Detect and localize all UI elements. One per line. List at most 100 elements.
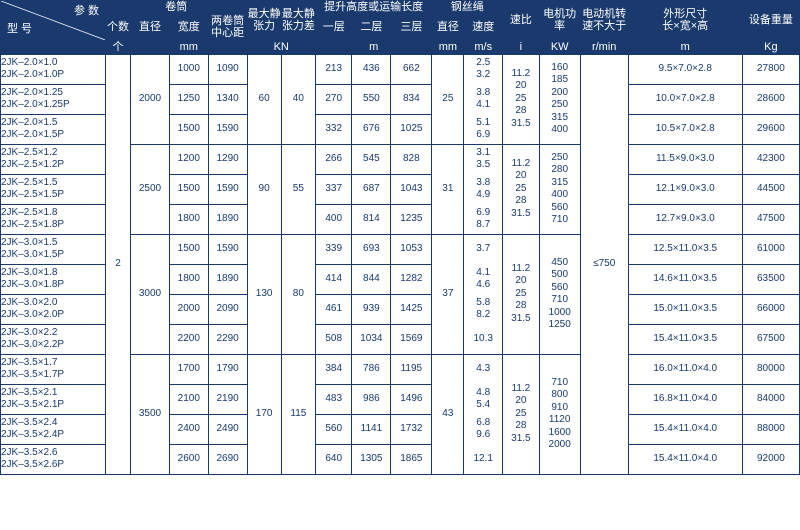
dia-cell: 3000 bbox=[131, 234, 170, 354]
dia-cell: 3500 bbox=[131, 354, 170, 474]
hdr-l2: 二层 bbox=[352, 14, 391, 40]
l1-cell: 400 bbox=[315, 204, 352, 234]
l1-cell: 483 bbox=[315, 384, 352, 414]
weight-cell: 47500 bbox=[742, 204, 799, 234]
speed-cell: 5.16.9 bbox=[464, 114, 503, 144]
hdr-rspd: 速度 bbox=[464, 14, 503, 40]
qty-cell: 2 bbox=[106, 54, 131, 474]
model-cell: 2JK–3.5×1.72JK–3.5×1.7P bbox=[1, 354, 106, 384]
table-header: 参 数 型 号 卷筒 最大静张力 最大静张力差 提升高度或运输长度 钢丝绳 速比… bbox=[1, 1, 800, 55]
weight-cell: 27800 bbox=[742, 54, 799, 84]
u-i: i bbox=[503, 40, 540, 54]
l1-cell: 337 bbox=[315, 174, 352, 204]
rdia-cell: 37 bbox=[432, 234, 464, 354]
speed-cell: 6.89.6 bbox=[464, 414, 503, 444]
l3-cell: 1496 bbox=[391, 384, 432, 414]
power-cell: 710800910112016002000 bbox=[539, 354, 580, 474]
l1-cell: 270 bbox=[315, 84, 352, 114]
size-cell: 15.4×11.0×3.5 bbox=[628, 324, 742, 354]
ratio-cell: 11.220252831.5 bbox=[503, 234, 540, 354]
l1-cell: 508 bbox=[315, 324, 352, 354]
l3-cell: 1025 bbox=[391, 114, 432, 144]
ctr-cell: 1340 bbox=[208, 84, 247, 114]
hdr-param: 参 数 bbox=[74, 5, 99, 18]
speed-cell: 12.1 bbox=[464, 444, 503, 474]
model-cell: 2JK–2.5×1.82JK–2.5×1.8P bbox=[1, 204, 106, 234]
l3-cell: 1732 bbox=[391, 414, 432, 444]
l2-cell: 939 bbox=[352, 294, 391, 324]
ctr-cell: 1890 bbox=[208, 264, 247, 294]
size-cell: 10.0×7.0×2.8 bbox=[628, 84, 742, 114]
l2-cell: 687 bbox=[352, 174, 391, 204]
maxst-cell: 130 bbox=[247, 234, 281, 354]
u-ms: m/s bbox=[464, 40, 503, 54]
dia-cell: 2000 bbox=[131, 54, 170, 144]
weight-cell: 80000 bbox=[742, 354, 799, 384]
l1-cell: 384 bbox=[315, 354, 352, 384]
speed-cell: 3.84.9 bbox=[464, 174, 503, 204]
ctr-cell: 2090 bbox=[208, 294, 247, 324]
hdr-size: 外形尺寸 长×宽×高 bbox=[628, 1, 742, 41]
l2-cell: 550 bbox=[352, 84, 391, 114]
hdr-qty: 个数 bbox=[106, 14, 131, 40]
model-cell: 2JK–3.0×2.02JK–3.0×2.0P bbox=[1, 294, 106, 324]
l2-cell: 1034 bbox=[352, 324, 391, 354]
speed-cell: 4.14.6 bbox=[464, 264, 503, 294]
speed-cell: 5.88.2 bbox=[464, 294, 503, 324]
l3-cell: 1195 bbox=[391, 354, 432, 384]
speed-cell: 3.13.5 bbox=[464, 144, 503, 174]
hdr-model: 型 号 bbox=[7, 23, 32, 36]
l2-cell: 1141 bbox=[352, 414, 391, 444]
maxst-cell: 60 bbox=[247, 54, 281, 144]
weight-cell: 28600 bbox=[742, 84, 799, 114]
model-cell: 2JK–3.0×2.22JK–3.0×2.2P bbox=[1, 324, 106, 354]
l3-cell: 834 bbox=[391, 84, 432, 114]
model-cell: 2JK–3.0×1.52JK–3.0×1.5P bbox=[1, 234, 106, 264]
l2-cell: 844 bbox=[352, 264, 391, 294]
ctr-cell: 1590 bbox=[208, 234, 247, 264]
ctr-cell: 1890 bbox=[208, 204, 247, 234]
model-cell: 2JK–3.5×2.62JK–3.5×2.6P bbox=[1, 444, 106, 474]
l1-cell: 332 bbox=[315, 114, 352, 144]
l2-cell: 986 bbox=[352, 384, 391, 414]
hdr-weight: 设备重量 bbox=[742, 1, 799, 41]
l1-cell: 414 bbox=[315, 264, 352, 294]
size-cell: 9.5×7.0×2.8 bbox=[628, 54, 742, 84]
diff-cell: 55 bbox=[281, 144, 315, 234]
u-mm: mm bbox=[131, 40, 247, 54]
hdr-ctr: 两卷筒中心距 bbox=[208, 14, 247, 40]
hdr-diff: 最大静张力差 bbox=[281, 1, 315, 41]
wid-cell: 2100 bbox=[169, 384, 208, 414]
wid-cell: 2000 bbox=[169, 294, 208, 324]
ctr-cell: 1590 bbox=[208, 174, 247, 204]
table-row: 2JK–2.0×1.02JK–2.0×1.0P22000100010906040… bbox=[1, 54, 800, 84]
u-m: m bbox=[315, 40, 431, 54]
ctr-cell: 1590 bbox=[208, 114, 247, 144]
l3-cell: 1043 bbox=[391, 174, 432, 204]
l3-cell: 662 bbox=[391, 54, 432, 84]
u-mm2: mm bbox=[432, 40, 464, 54]
speed-cell: 3.7 bbox=[464, 234, 503, 264]
hdr-ratio: 速比 bbox=[503, 1, 540, 41]
table-body: 2JK–2.0×1.02JK–2.0×1.0P22000100010906040… bbox=[1, 54, 800, 474]
ctr-cell: 2290 bbox=[208, 324, 247, 354]
weight-cell: 66000 bbox=[742, 294, 799, 324]
weight-cell: 61000 bbox=[742, 234, 799, 264]
hdr-rpm: 电动机转速不大于 bbox=[580, 1, 628, 41]
u-kg: Kg bbox=[742, 40, 799, 54]
rdia-cell: 25 bbox=[432, 54, 464, 144]
size-cell: 10.5×7.0×2.8 bbox=[628, 114, 742, 144]
l1-cell: 339 bbox=[315, 234, 352, 264]
spec-table: 参 数 型 号 卷筒 最大静张力 最大静张力差 提升高度或运输长度 钢丝绳 速比… bbox=[0, 0, 800, 475]
l1-cell: 266 bbox=[315, 144, 352, 174]
ctr-cell: 2690 bbox=[208, 444, 247, 474]
wid-cell: 1800 bbox=[169, 264, 208, 294]
l3-cell: 828 bbox=[391, 144, 432, 174]
l1-cell: 640 bbox=[315, 444, 352, 474]
size-cell: 14.6×11.0×3.5 bbox=[628, 264, 742, 294]
wid-cell: 1200 bbox=[169, 144, 208, 174]
l2-cell: 676 bbox=[352, 114, 391, 144]
u-kw: KW bbox=[539, 40, 580, 54]
size-cell: 15.4×11.0×4.0 bbox=[628, 444, 742, 474]
weight-cell: 29600 bbox=[742, 114, 799, 144]
